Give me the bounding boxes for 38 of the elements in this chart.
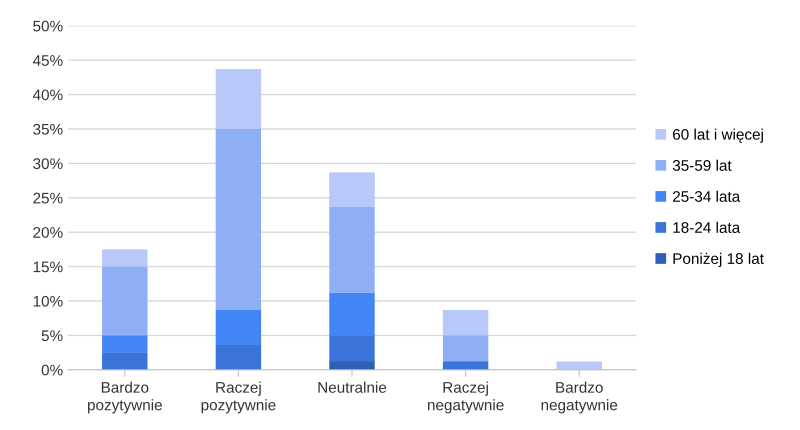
y-tick-label: 20% [33, 227, 63, 238]
x-tick-label: Raczej negatywnie [428, 382, 504, 414]
x-tick-label: Neutralnie [318, 382, 386, 393]
bar [102, 352, 148, 370]
legend-label: Poniżej 18 lat [673, 252, 764, 268]
bar [329, 172, 375, 207]
y-tick-label: 0% [42, 364, 63, 376]
x-tick-label: Bardzo pozytywnie [88, 382, 162, 414]
bar [216, 310, 262, 346]
bar [442, 310, 488, 336]
bar [216, 345, 262, 370]
bar [329, 292, 375, 336]
bar [442, 335, 488, 362]
legend-label: 25-34 lata [673, 190, 740, 202]
y-tick-label: 35% [33, 124, 63, 135]
y-tick-label: 40% [32, 89, 63, 100]
y-tick-label: 15% [34, 262, 63, 272]
x-tick-label: Bardzo negatywnie [542, 382, 618, 414]
y-tick-label: 5% [42, 330, 63, 342]
bar [102, 335, 148, 353]
y-tick-label: 50% [33, 20, 63, 32]
bar [102, 249, 148, 267]
x-tick-label: Raczej pozytywnie [202, 382, 276, 414]
bar [329, 335, 375, 362]
y-tick-label: 10% [34, 296, 63, 307]
y-tick-label: 30% [33, 158, 63, 170]
bar [556, 362, 602, 370]
y-tick-label: 25% [33, 192, 63, 204]
bar [442, 362, 488, 370]
legend-label: 60 lat i więcej [673, 128, 763, 143]
bar [216, 129, 262, 310]
bar [329, 362, 375, 370]
y-tick-label: 45% [32, 55, 63, 66]
bar [102, 266, 148, 336]
bar [329, 206, 375, 293]
bar [216, 69, 262, 129]
legend-label: 35-59 lat [672, 160, 732, 171]
legend-label: 18-24 lata [673, 222, 740, 233]
